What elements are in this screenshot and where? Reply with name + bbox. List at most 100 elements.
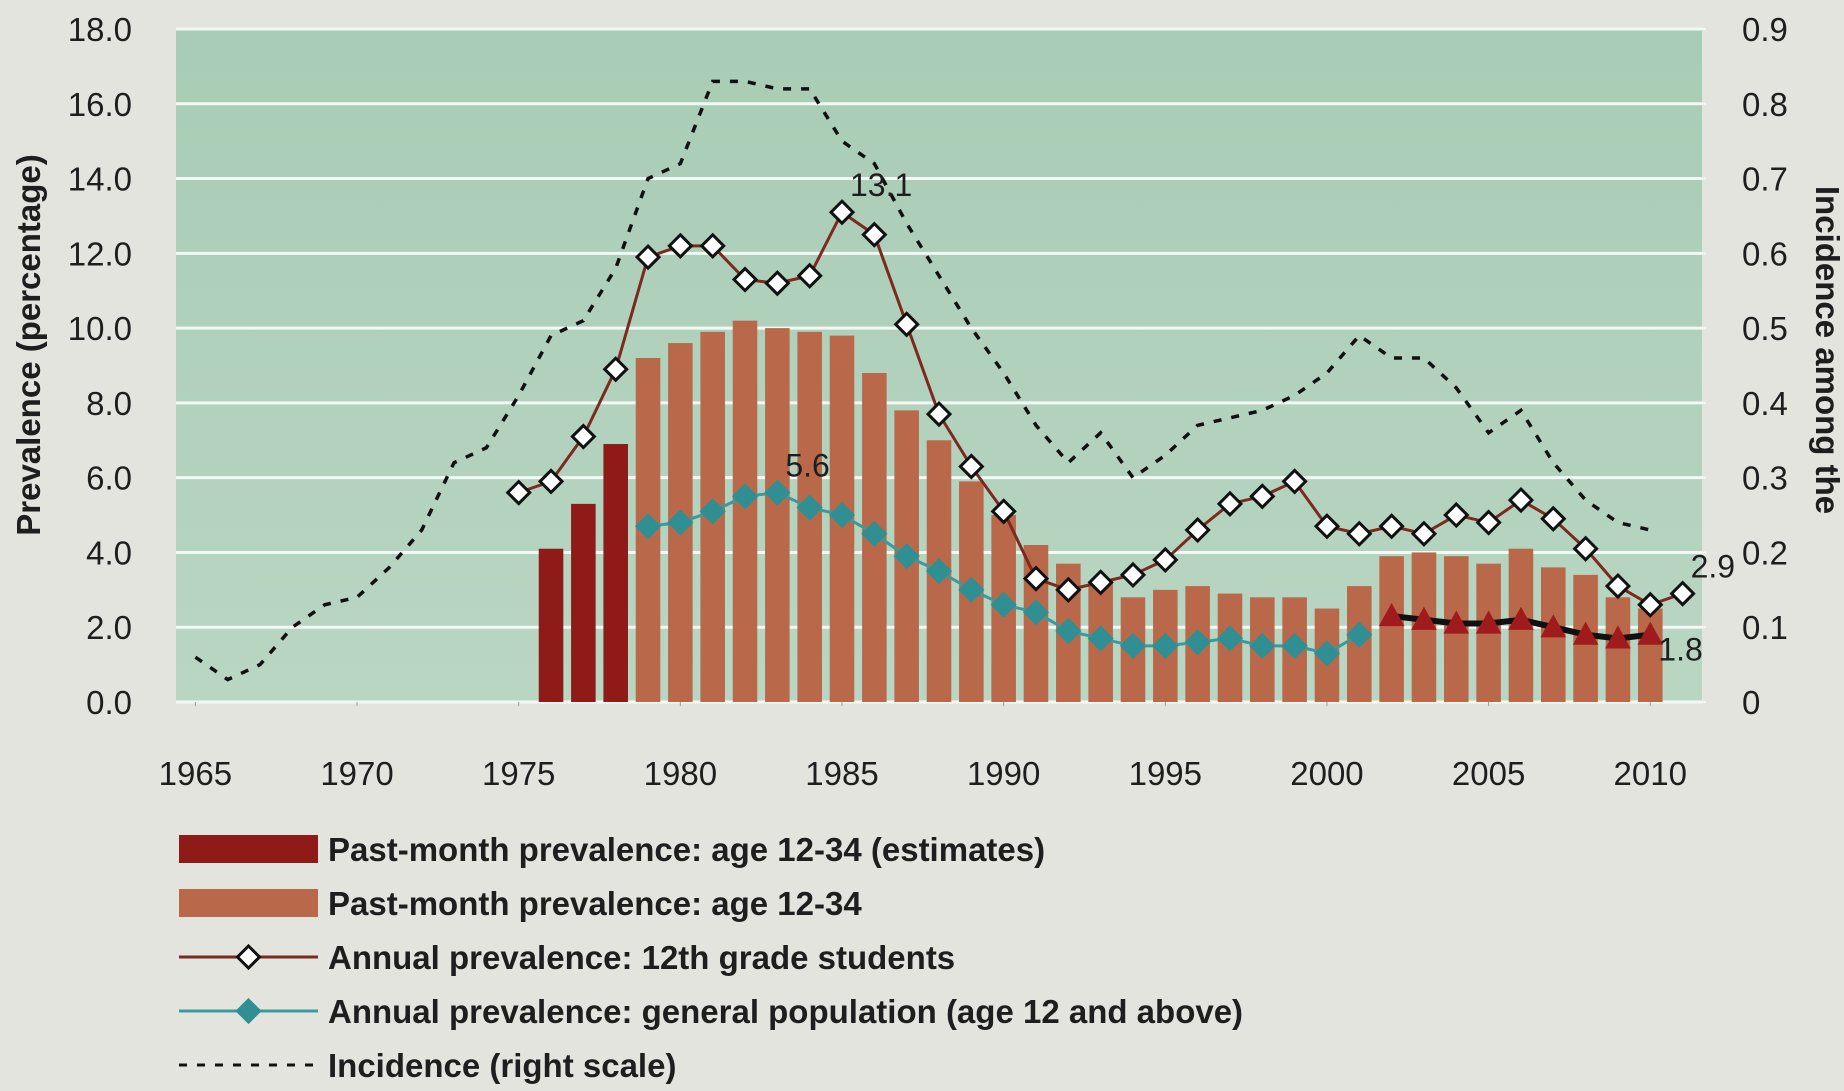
data-label: 5.6 <box>785 448 829 484</box>
marker <box>505 479 532 506</box>
y2-tick-label: 0.7 <box>1742 161 1788 198</box>
marker <box>1152 632 1179 660</box>
data-label: 2.9 <box>1691 549 1735 585</box>
x-tick-label: 2000 <box>1290 755 1363 792</box>
bar <box>732 320 758 702</box>
marker <box>1378 602 1405 627</box>
y-tick-label: 8.0 <box>86 385 132 422</box>
marker <box>1313 640 1341 667</box>
x-tick-label: 1965 <box>159 755 232 792</box>
marker <box>861 520 888 547</box>
y2-tick-label: 0.8 <box>1742 86 1788 123</box>
marker <box>893 543 920 570</box>
marker <box>828 199 856 226</box>
marker <box>1540 614 1567 638</box>
marker <box>1184 516 1211 544</box>
x-tick-label: 1970 <box>320 755 393 792</box>
marker <box>537 468 565 495</box>
legend-swatch <box>179 835 318 863</box>
marker <box>1022 565 1050 592</box>
marker <box>1572 535 1599 562</box>
marker <box>1216 625 1244 652</box>
marker <box>1507 486 1535 514</box>
marker <box>699 232 726 259</box>
data-label: 13.1 <box>850 167 912 203</box>
marker <box>828 501 856 529</box>
marker <box>1572 621 1599 645</box>
marker <box>1475 610 1502 634</box>
y-tick-label: 6.0 <box>86 460 132 497</box>
bar <box>603 444 628 702</box>
x-tick-label: 1980 <box>644 755 717 792</box>
marker <box>602 356 629 383</box>
marker <box>1346 520 1373 547</box>
marker <box>634 243 662 271</box>
marker <box>764 479 791 506</box>
x-tick-label: 1990 <box>967 755 1040 792</box>
y2-tick-label: 0.5 <box>1742 310 1788 347</box>
marker <box>1119 561 1147 588</box>
y-tick-label: 18.0 <box>68 11 132 48</box>
marker <box>958 453 985 480</box>
x-tick-label: 2010 <box>1614 755 1687 792</box>
legend-label: Past-month prevalence: age 12-34 <box>328 885 862 922</box>
legend-label: Incidence (right scale) <box>328 1047 676 1084</box>
y-tick-label: 16.0 <box>68 86 132 123</box>
marker <box>1249 483 1276 510</box>
marker <box>1119 632 1147 660</box>
x-tick-label: 1995 <box>1129 755 1202 792</box>
marker <box>634 513 662 540</box>
marker <box>1087 625 1114 652</box>
marker <box>1540 505 1567 532</box>
marker <box>861 221 888 248</box>
marker <box>731 266 759 293</box>
y-axis-label: Prevalence (percentage) <box>10 154 47 536</box>
bar <box>1605 597 1631 702</box>
marker <box>1410 520 1438 547</box>
y2-tick-label: 0.4 <box>1742 385 1788 422</box>
x-tick-label: 2005 <box>1452 755 1525 792</box>
marker <box>1313 513 1341 540</box>
bar <box>571 503 596 702</box>
marker <box>1346 621 1373 648</box>
marker <box>731 483 759 510</box>
marker <box>893 311 920 338</box>
marker <box>667 232 694 259</box>
x-tick-label: 1985 <box>805 755 878 792</box>
marker <box>1669 580 1696 607</box>
legend-marker <box>235 997 262 1025</box>
marker <box>699 498 726 525</box>
marker <box>1281 632 1308 660</box>
line <box>194 79 1651 682</box>
marker <box>1637 591 1664 618</box>
y2-tick-label: 0 <box>1742 684 1760 721</box>
marker <box>1055 576 1082 603</box>
marker <box>570 423 597 450</box>
marker <box>1249 632 1276 660</box>
marker <box>990 591 1017 618</box>
legend-swatch <box>179 889 318 917</box>
marker <box>1022 599 1050 626</box>
marker <box>1184 629 1211 656</box>
marker <box>958 576 985 603</box>
y2-axis-label: Incidence among the <box>1809 186 1844 514</box>
marker <box>1604 572 1632 600</box>
legend-label: Past-month prevalence: age 12-34 (estima… <box>328 831 1045 868</box>
marker <box>1087 569 1114 596</box>
marker <box>1378 513 1405 540</box>
y2-tick-label: 0.6 <box>1742 235 1788 272</box>
y2-tick-label: 0.1 <box>1742 609 1788 646</box>
bar <box>1379 556 1404 702</box>
marker <box>764 270 791 297</box>
marker <box>1216 490 1244 517</box>
marker <box>1605 625 1631 649</box>
data-label: 1.8 <box>1658 632 1702 668</box>
y-tick-label: 0.0 <box>86 684 132 721</box>
marker <box>1443 610 1470 634</box>
y2-tick-label: 0.9 <box>1742 11 1788 48</box>
bar <box>538 548 564 702</box>
y2-tick-label: 0.3 <box>1742 460 1788 497</box>
marker <box>796 494 823 521</box>
marker <box>1055 617 1082 645</box>
